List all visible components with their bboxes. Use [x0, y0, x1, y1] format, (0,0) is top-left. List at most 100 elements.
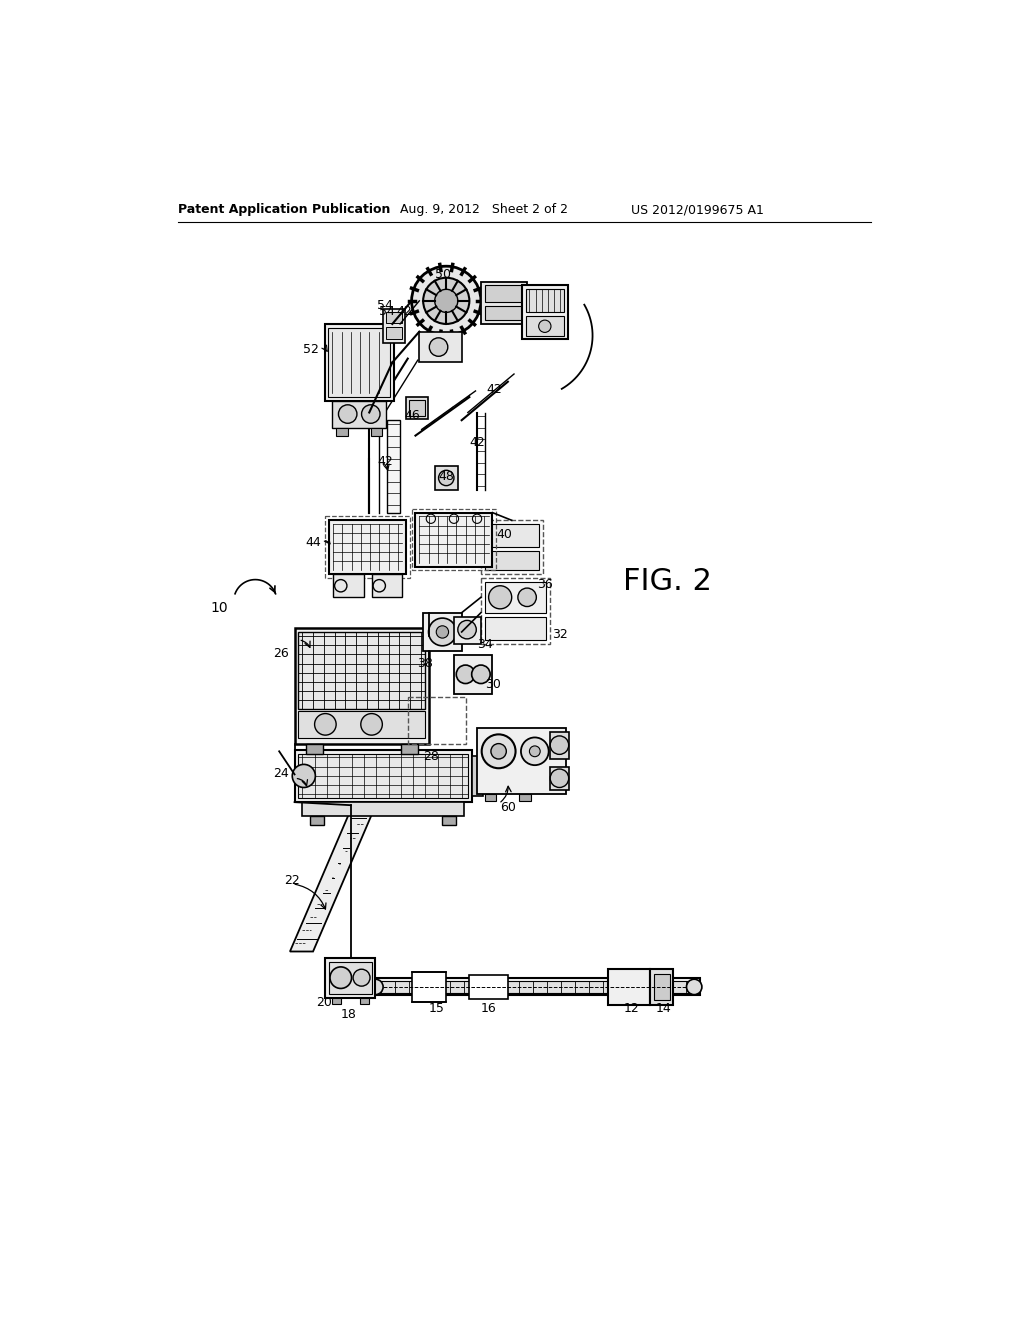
Text: 22: 22 — [285, 874, 300, 887]
Bar — [400, 743, 418, 755]
Bar — [310, 816, 324, 825]
Bar — [521, 285, 568, 339]
Bar — [412, 508, 497, 570]
Text: 44: 44 — [306, 536, 322, 549]
Bar — [408, 697, 466, 743]
Circle shape — [368, 979, 383, 995]
Text: 42: 42 — [377, 455, 393, 467]
Bar — [326, 516, 410, 578]
Circle shape — [429, 618, 457, 645]
Bar — [360, 998, 370, 1005]
Circle shape — [353, 969, 370, 986]
Bar — [419, 331, 462, 363]
Bar — [484, 306, 523, 321]
Text: 28: 28 — [423, 750, 439, 763]
Bar — [386, 312, 401, 323]
Circle shape — [686, 979, 701, 995]
Bar — [484, 285, 523, 302]
Bar — [608, 969, 650, 1005]
Bar — [295, 750, 472, 803]
Text: Patent Application Publication: Patent Application Publication — [178, 203, 391, 216]
Text: 32: 32 — [553, 628, 568, 642]
Circle shape — [412, 267, 481, 335]
Bar — [416, 512, 493, 566]
Circle shape — [361, 405, 380, 424]
Bar — [484, 582, 547, 612]
Bar — [410, 400, 425, 416]
Circle shape — [539, 321, 551, 333]
Bar — [550, 767, 569, 789]
Text: US 2012/0199675 A1: US 2012/0199675 A1 — [631, 203, 764, 216]
Bar — [333, 574, 364, 597]
Text: 52: 52 — [303, 343, 319, 356]
Bar — [370, 978, 700, 995]
Bar — [650, 969, 674, 1005]
Bar — [454, 616, 481, 644]
Text: Aug. 9, 2012   Sheet 2 of 2: Aug. 9, 2012 Sheet 2 of 2 — [400, 203, 568, 216]
Bar — [454, 655, 493, 693]
Text: 48: 48 — [438, 470, 455, 483]
Text: FIG. 2: FIG. 2 — [624, 566, 713, 595]
Text: 30: 30 — [484, 678, 501, 692]
Bar — [371, 428, 382, 436]
Bar — [481, 520, 543, 574]
Text: 40: 40 — [497, 528, 512, 541]
Circle shape — [360, 714, 382, 735]
Bar — [325, 323, 394, 401]
Bar — [423, 612, 462, 651]
Text: 20: 20 — [316, 997, 332, 1010]
Bar — [386, 327, 401, 339]
Bar — [435, 466, 458, 490]
Bar — [442, 816, 457, 825]
Text: 54: 54 — [379, 305, 394, 318]
Bar — [298, 754, 468, 799]
Bar — [302, 803, 464, 816]
Bar — [481, 281, 527, 323]
Bar — [484, 793, 497, 801]
Circle shape — [550, 770, 568, 788]
Polygon shape — [387, 420, 400, 512]
Circle shape — [438, 470, 454, 486]
Bar — [525, 289, 564, 313]
Text: 42: 42 — [469, 436, 485, 449]
Bar — [330, 520, 407, 574]
Circle shape — [330, 966, 351, 989]
Bar — [329, 327, 390, 397]
Circle shape — [529, 746, 541, 756]
Bar — [654, 974, 670, 1001]
Text: 36: 36 — [538, 578, 553, 591]
Bar — [469, 974, 508, 999]
Circle shape — [457, 665, 475, 684]
Circle shape — [458, 620, 476, 639]
Text: 42: 42 — [486, 383, 502, 396]
Text: 38: 38 — [417, 657, 433, 671]
Circle shape — [314, 714, 336, 735]
Bar — [326, 958, 376, 998]
Bar — [373, 981, 696, 993]
Bar — [525, 317, 564, 335]
Bar — [333, 401, 386, 428]
Circle shape — [435, 289, 458, 313]
Circle shape — [436, 626, 449, 638]
Bar — [412, 973, 446, 1002]
Circle shape — [488, 586, 512, 609]
Bar — [332, 998, 341, 1005]
Text: 18: 18 — [341, 1007, 356, 1020]
Bar — [407, 397, 428, 418]
Text: 24: 24 — [272, 767, 289, 780]
Circle shape — [481, 734, 515, 768]
Circle shape — [423, 277, 469, 323]
Text: 26: 26 — [272, 647, 289, 660]
Bar — [484, 616, 547, 640]
Bar — [295, 628, 429, 743]
Text: 34: 34 — [477, 638, 493, 651]
Circle shape — [429, 338, 447, 356]
Bar — [372, 574, 402, 597]
Bar — [336, 428, 348, 436]
Bar — [550, 733, 569, 759]
Bar — [477, 729, 565, 793]
Bar — [298, 632, 425, 709]
Circle shape — [472, 665, 490, 684]
Text: 54: 54 — [377, 300, 393, 313]
Circle shape — [518, 589, 537, 607]
